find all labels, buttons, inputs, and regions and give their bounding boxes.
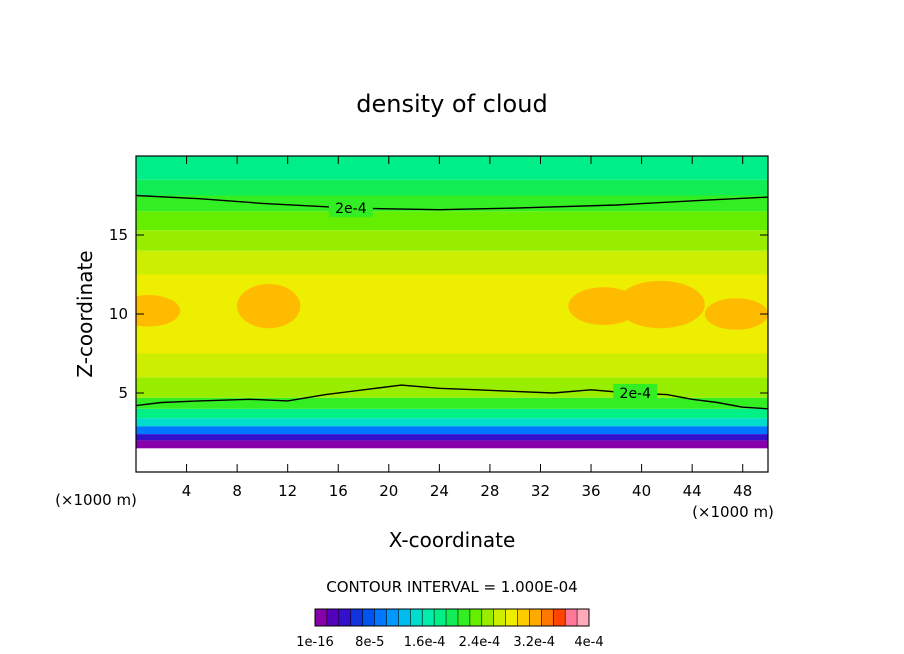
x-tick-label-0: 4: [182, 482, 192, 500]
field-band-4: [136, 418, 768, 427]
colorbar-swatch-5: [374, 609, 387, 626]
x-tick-label-9: 40: [632, 482, 651, 500]
colorbar-labels: 1e-16 8e-5 1.6e-4 2.4e-4 3.2e-4 4e-4: [296, 635, 603, 650]
colorbar-swatch-8: [410, 609, 423, 626]
colorbar-label-0: 1e-16: [296, 635, 334, 650]
field-band-12: [136, 211, 768, 231]
contour-label-bg-0: [328, 199, 373, 218]
x-tick-label-2: 12: [278, 482, 297, 500]
y-tick-label-0: 5: [118, 384, 128, 402]
contour-lower-2e-4: [136, 384, 768, 410]
colorbar-swatch-18: [529, 609, 542, 626]
colorbar-swatch-7: [398, 609, 411, 626]
y-axis-label: Z-coordinate: [73, 250, 97, 377]
x-tick-label-11: 48: [733, 482, 752, 500]
colorbar-swatch-2: [338, 609, 352, 626]
field-band-13: [136, 195, 768, 212]
x-tick-label-8: 36: [581, 482, 600, 500]
field-band-8: [136, 353, 768, 378]
contour-interval-label: CONTOUR INTERVAL = 1.000E-04: [326, 578, 577, 596]
colorbar-swatch-4: [362, 609, 375, 626]
field-band-6: [136, 397, 768, 409]
colorbar-label-2: 1.6e-4: [404, 635, 446, 650]
field-band-14: [136, 179, 768, 196]
field-band-1: [136, 440, 768, 449]
y-unit-label: (×1000 m): [55, 491, 137, 509]
contour-label-1: 2e-4: [620, 386, 652, 402]
contour-label-bg-1: [613, 384, 658, 402]
colorbar: [314, 608, 590, 627]
colorbar-label-5: 4e-4: [574, 635, 603, 650]
colorbar-label-1: 8e-5: [355, 635, 384, 650]
max-region-1: [237, 283, 301, 329]
max-region-0: [136, 295, 181, 327]
colorbar-swatch-6: [386, 609, 399, 626]
x-tick-label-7: 32: [531, 482, 550, 500]
field-band-2: [136, 434, 768, 441]
colorbar-swatch-1: [326, 609, 340, 626]
contour-label-0: 2e-4: [335, 201, 367, 217]
chart-title: density of cloud: [356, 90, 547, 118]
colorbar-swatch-22: [577, 609, 590, 626]
density-field: [136, 156, 768, 472]
field-band-15: [136, 156, 768, 180]
colorbar-swatch-12: [457, 609, 471, 626]
colorbar-swatch-9: [422, 609, 435, 626]
max-region-3: [616, 280, 705, 329]
contour-lines: 2e-4 2e-4: [136, 194, 768, 410]
x-axis-label: X-coordinate: [389, 528, 516, 552]
y-tick-label-2: 15: [109, 226, 128, 244]
x-tick-label-4: 20: [379, 482, 398, 500]
x-unit-label: (×1000 m): [692, 503, 774, 521]
x-tick-label-1: 8: [232, 482, 242, 500]
x-tick-label-3: 16: [329, 482, 348, 500]
y-tick-label-1: 10: [109, 305, 128, 323]
field-band-5: [136, 408, 768, 419]
colorbar-swatch-13: [469, 609, 483, 626]
max-region-4: [704, 298, 768, 330]
colorbar-label-3: 2.4e-4: [459, 635, 501, 650]
colorbar-swatch-10: [434, 609, 447, 626]
colorbar-swatch-19: [541, 609, 554, 626]
colorbar-frame: [314, 608, 590, 627]
field-band-0: [136, 448, 768, 472]
colorbar-swatch-3: [350, 609, 363, 626]
colorbar-swatch-0: [315, 609, 328, 626]
field-band-11: [136, 230, 768, 251]
colorbar-swatch-14: [481, 609, 494, 626]
colorbar-swatch-21: [565, 609, 578, 626]
colorbar-swatch-17: [517, 609, 530, 626]
x-axis: 4 8 12 16 20 24 28 32 36 40 44 48: [182, 156, 752, 500]
field-band-7: [136, 377, 768, 398]
colorbar-swatch-16: [505, 609, 518, 626]
colorbar-swatch-15: [493, 609, 506, 626]
colorbar-label-4: 3.2e-4: [513, 635, 555, 650]
y-axis: 5 10 15: [109, 226, 768, 402]
x-tick-label-6: 28: [480, 482, 499, 500]
field-band-10: [136, 250, 768, 275]
colorbar-swatch-20: [553, 609, 566, 626]
field-band-3: [136, 426, 768, 435]
contour-upper-2e-4: [136, 194, 768, 211]
x-tick-label-5: 24: [430, 482, 449, 500]
x-tick-label-10: 44: [683, 482, 702, 500]
colorbar-swatch-11: [446, 609, 459, 626]
